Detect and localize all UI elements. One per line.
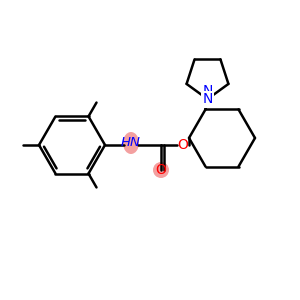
Ellipse shape bbox=[153, 162, 169, 178]
Text: O: O bbox=[178, 138, 188, 152]
Text: N: N bbox=[202, 92, 213, 106]
Text: O: O bbox=[156, 163, 167, 177]
Text: N: N bbox=[202, 84, 213, 98]
Ellipse shape bbox=[123, 132, 139, 154]
Text: HN: HN bbox=[121, 136, 141, 149]
